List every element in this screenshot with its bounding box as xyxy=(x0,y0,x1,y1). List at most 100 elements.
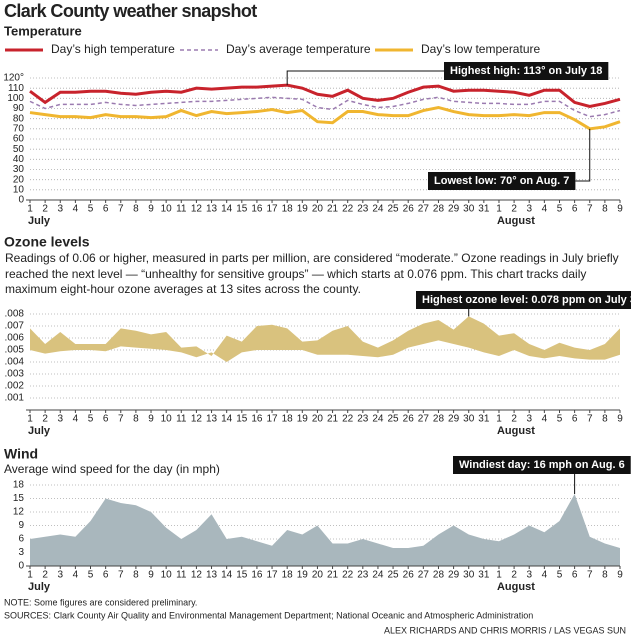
x-tick-label: 3 xyxy=(526,414,532,425)
y-tick-label: 120° xyxy=(3,73,24,84)
x-tick-label: 10 xyxy=(161,204,173,215)
annotation-box xyxy=(444,62,609,80)
chart-title: Wind xyxy=(4,446,38,462)
x-group-label: August xyxy=(497,215,535,227)
y-tick-label: 6 xyxy=(18,534,24,545)
x-group-label: July xyxy=(28,425,51,437)
x-tick-label: 9 xyxy=(617,414,623,425)
x-tick-label: 2 xyxy=(511,414,517,425)
x-tick-label: 6 xyxy=(572,204,578,215)
chart-title: Temperature xyxy=(4,23,82,38)
x-tick-label: 6 xyxy=(572,414,578,425)
chart-subtitle: Readings of 0.06 or higher, measured in … xyxy=(5,251,619,296)
x-tick-label: 31 xyxy=(478,414,490,425)
x-tick-label: 14 xyxy=(221,204,233,215)
x-tick-label: 20 xyxy=(312,204,324,215)
y-tick-label: 0 xyxy=(18,561,24,572)
x-tick-label: 20 xyxy=(312,570,324,581)
y-tick-label: 100 xyxy=(7,93,24,104)
legend-label: Day’s high temperature xyxy=(51,42,175,56)
x-tick-label: 14 xyxy=(221,570,233,581)
band xyxy=(30,316,620,362)
x-tick-label: 15 xyxy=(236,204,248,215)
x-group-label: August xyxy=(497,425,535,437)
annotation-text: Lowest low: 70° on Aug. 7 xyxy=(434,175,569,187)
x-tick-label: 5 xyxy=(88,570,94,581)
x-tick-label: 13 xyxy=(206,204,218,215)
y-tick-label: 12 xyxy=(13,507,25,518)
x-tick-label: 12 xyxy=(191,570,203,581)
x-tick-label: 31 xyxy=(478,570,490,581)
line xyxy=(29,83,621,109)
x-tick-label: 22 xyxy=(342,570,354,581)
y-tick-label: .004 xyxy=(5,357,25,368)
x-tick-label: 15 xyxy=(236,570,248,581)
x-tick-label: 18 xyxy=(282,414,294,425)
x-tick-label: 19 xyxy=(297,204,309,215)
x-tick-label: 4 xyxy=(73,570,79,581)
line xyxy=(29,96,621,118)
x-tick-label: 25 xyxy=(388,570,400,581)
x-tick-label: 8 xyxy=(602,204,608,215)
x-tick-label: 28 xyxy=(433,414,445,425)
area xyxy=(30,494,620,566)
x-tick-label: 11 xyxy=(176,414,187,425)
x-tick-label: 6 xyxy=(103,570,109,581)
x-tick-label: 7 xyxy=(118,570,124,581)
x-tick-label: 8 xyxy=(602,414,608,425)
x-tick-label: 4 xyxy=(542,204,548,215)
y-tick-label: 70 xyxy=(13,123,25,134)
note: NOTE: Some figures are considered prelim… xyxy=(4,597,197,607)
x-tick-label: 9 xyxy=(148,414,154,425)
x-tick-label: 19 xyxy=(297,414,309,425)
x-tick-label: 30 xyxy=(463,414,475,425)
x-tick-label: 11 xyxy=(176,204,187,215)
y-tick-label: .007 xyxy=(5,321,25,332)
x-tick-label: 1 xyxy=(27,414,33,425)
y-tick-label: .006 xyxy=(5,333,25,344)
x-tick-label: 7 xyxy=(118,414,124,425)
x-tick-label: 30 xyxy=(463,204,475,215)
x-tick-label: 17 xyxy=(266,204,278,215)
x-group-label: July xyxy=(28,215,51,227)
x-tick-label: 31 xyxy=(478,204,490,215)
x-tick-label: 25 xyxy=(388,414,400,425)
x-tick-label: 27 xyxy=(418,570,430,581)
y-tick-label: 40 xyxy=(13,154,25,165)
sources: SOURCES: Clark County Air Quality and En… xyxy=(4,610,533,620)
x-tick-label: 1 xyxy=(496,414,502,425)
y-tick-label: 110 xyxy=(8,83,24,94)
x-tick-label: 12 xyxy=(191,414,203,425)
legend-label: Day’s low temperature xyxy=(421,42,540,56)
x-tick-label: 16 xyxy=(251,414,263,425)
x-tick-label: 17 xyxy=(266,414,278,425)
x-tick-label: 26 xyxy=(403,204,415,215)
x-tick-label: 6 xyxy=(103,204,109,215)
y-tick-label: .002 xyxy=(5,381,25,392)
x-tick-label: 2 xyxy=(42,570,48,581)
page-title: Clark County weather snapshot xyxy=(4,1,257,21)
annotation-box xyxy=(453,456,631,474)
x-tick-label: 26 xyxy=(403,414,415,425)
y-tick-label: 90 xyxy=(13,103,25,114)
y-tick-label: 3 xyxy=(18,547,24,558)
x-group-label: August xyxy=(497,581,535,593)
y-tick-label: .008 xyxy=(5,309,25,320)
x-tick-label: 7 xyxy=(587,570,593,581)
x-tick-label: 7 xyxy=(118,204,124,215)
x-tick-label: 20 xyxy=(312,414,324,425)
chart-title: Ozone levels xyxy=(4,234,90,250)
x-tick-label: 9 xyxy=(617,570,623,581)
x-tick-label: 25 xyxy=(388,204,400,215)
x-tick-label: 16 xyxy=(251,570,263,581)
x-tick-label: 2 xyxy=(42,414,48,425)
x-tick-label: 3 xyxy=(526,570,532,581)
x-tick-label: 5 xyxy=(88,204,94,215)
y-tick-label: 0 xyxy=(18,195,24,206)
x-tick-label: 8 xyxy=(133,414,139,425)
x-tick-label: 22 xyxy=(342,414,354,425)
x-group-label: July xyxy=(28,581,51,593)
x-tick-label: 14 xyxy=(221,414,233,425)
